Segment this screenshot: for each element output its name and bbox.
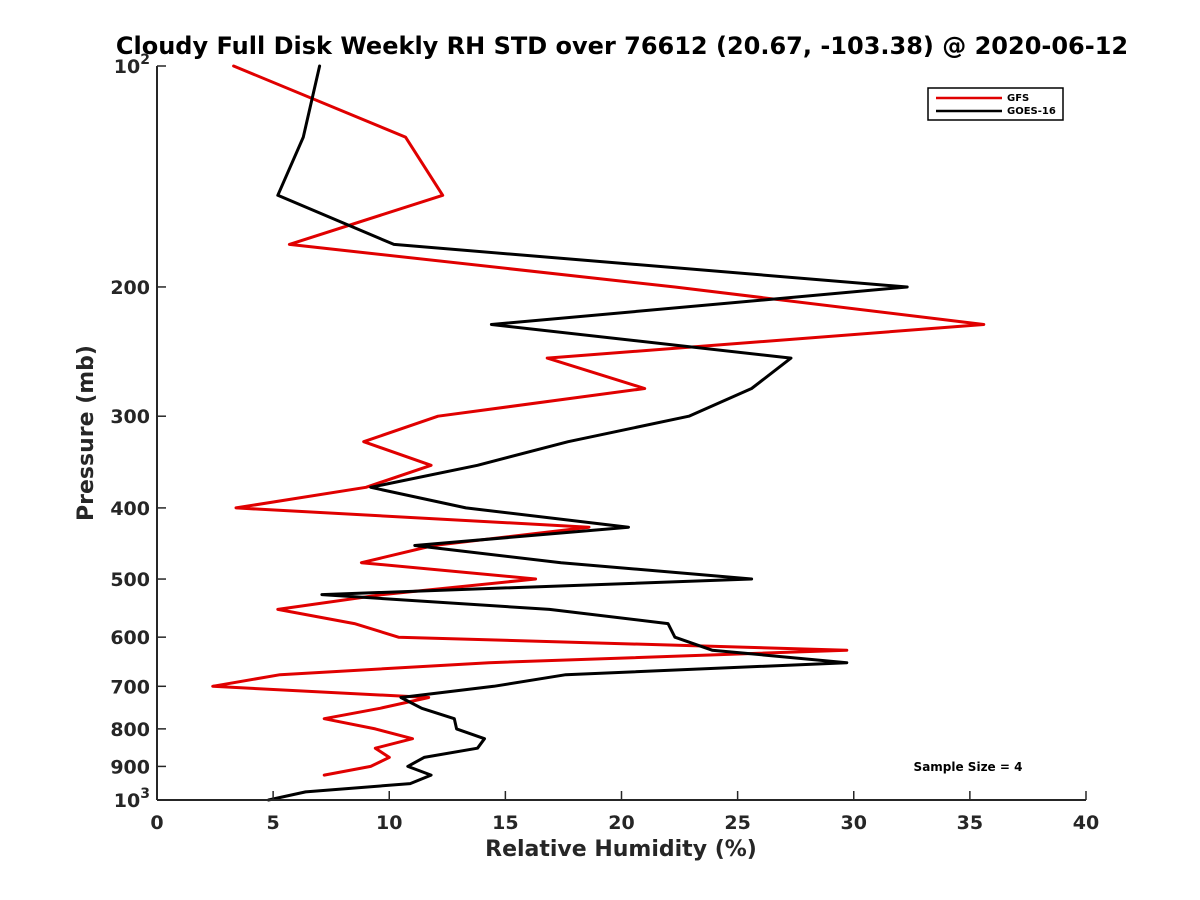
y-tick-label-base: 800 [110, 719, 150, 741]
legend: GFS GOES-16 [927, 87, 1064, 121]
x-tick-label: 30 [841, 812, 867, 834]
y-tick-label-exponent: 3 [140, 786, 150, 802]
y-tick-label-base: 600 [110, 627, 150, 649]
y-tick-label-base: 10 [114, 56, 140, 78]
x-tick-label: 5 [267, 812, 280, 834]
series-line-gfs [211, 64, 986, 777]
legend-label-goes16: GOES-16 [1007, 106, 1056, 117]
y-tick-label: 300 [110, 406, 150, 428]
sample-size-annotation: Sample Size = 4 [914, 760, 1023, 774]
y-tick-label-base: 200 [110, 277, 150, 299]
x-tick-label: 0 [150, 812, 163, 834]
series-lines [211, 64, 986, 802]
y-tick-label: 400 [110, 498, 150, 520]
y-tick-label-base: 300 [110, 406, 150, 428]
plot-area: 0 5 10 15 20 25 30 35 40 10220030040050060070080… [110, 52, 1099, 834]
series-line-goes16 [267, 64, 909, 802]
y-tick-label: 500 [110, 569, 150, 591]
y-tick-label: 200 [110, 277, 150, 299]
x-axis-label: Relative Humidity (%) [485, 837, 757, 862]
y-tick-label: 900 [110, 756, 150, 778]
x-tick-label: 25 [724, 812, 750, 834]
y-tick-label: 102 [114, 52, 150, 78]
y-tick-label: 600 [110, 627, 150, 649]
y-tick-label: 700 [110, 676, 150, 698]
y-tick-label: 800 [110, 719, 150, 741]
y-tick-label-base: 10 [114, 790, 140, 812]
y-tick-label-exponent: 2 [140, 52, 150, 68]
x-tick-label: 10 [376, 812, 402, 834]
y-tick-label-base: 700 [110, 676, 150, 698]
legend-label-gfs: GFS [1007, 93, 1029, 104]
legend-box [927, 87, 1064, 121]
x-tick-label: 40 [1073, 812, 1099, 834]
chart-title: Cloudy Full Disk Weekly RH STD over 7661… [116, 32, 1128, 60]
y-tick-label-base: 400 [110, 498, 150, 520]
y-tick-label: 103 [114, 786, 150, 812]
y-tick-label-base: 500 [110, 569, 150, 591]
x-tick-label: 20 [608, 812, 634, 834]
x-axis-ticks: 0 5 10 15 20 25 30 35 40 [150, 791, 1099, 834]
x-tick-label: 15 [492, 812, 518, 834]
y-axis-label: Pressure (mb) [74, 345, 99, 521]
x-tick-label: 35 [957, 812, 983, 834]
y-tick-label-base: 900 [110, 756, 150, 778]
